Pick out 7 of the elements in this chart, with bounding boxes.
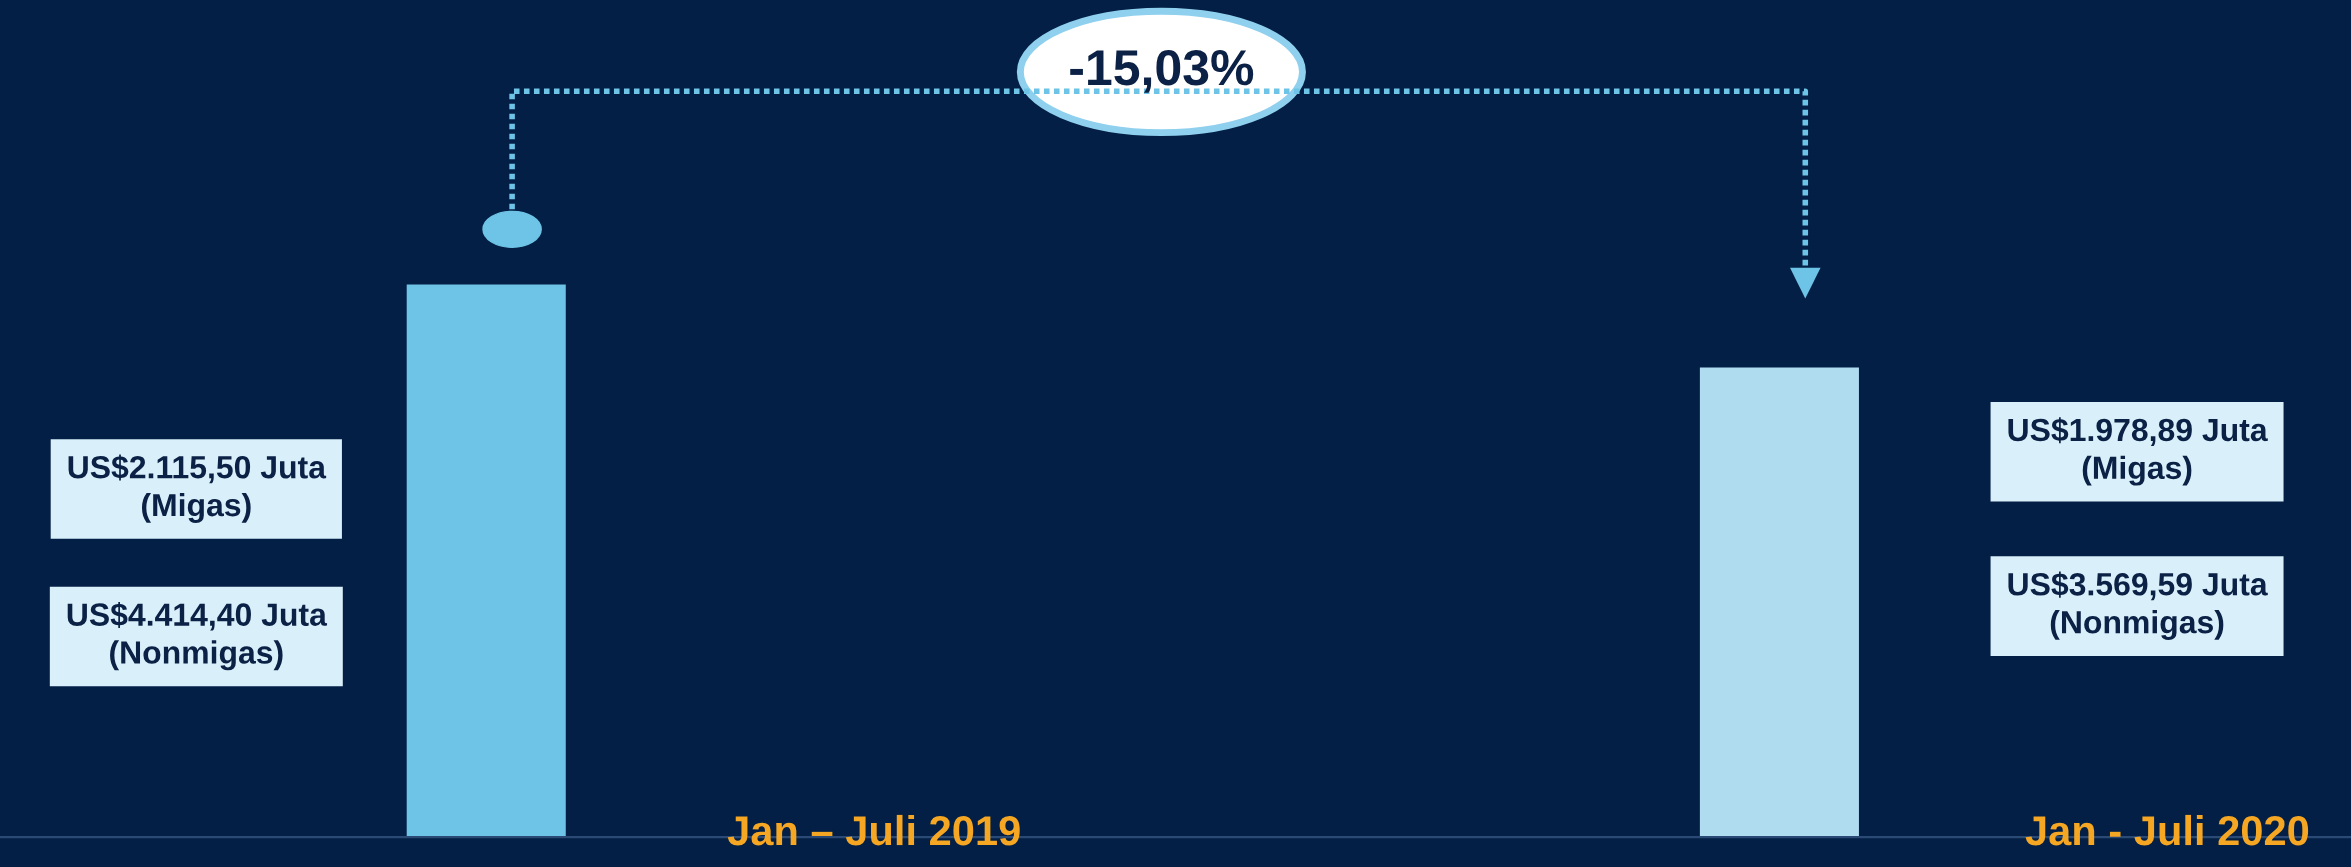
x-tick-label: Jan – Juli 2019 bbox=[727, 814, 1020, 846]
annotation: US$2.115,50 Juta (Migas) bbox=[68, 454, 327, 523]
text: -15,03% bbox=[1070, 49, 1254, 93]
x-tick-label: Jan - Juli 2020 bbox=[2025, 814, 2309, 846]
annotation: US$4.414,40 Juta (Nonmigas) bbox=[67, 601, 328, 671]
annotation: US$3.569,59 Juta (Nonmigas) bbox=[2008, 571, 2268, 640]
annotation: US$1.978,89 Juta (Migas) bbox=[2008, 417, 2268, 486]
